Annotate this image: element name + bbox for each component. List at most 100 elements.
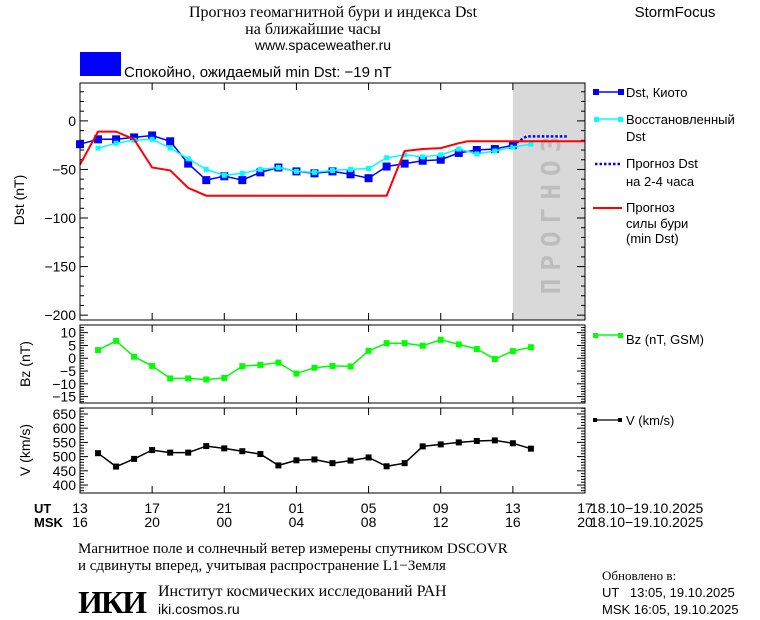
- data-point: [184, 159, 193, 168]
- data-point: [364, 174, 373, 183]
- series-line-3: [79, 130, 585, 197]
- legend: Dst, Киото Восстановленный Dst Прогноз D…: [593, 85, 735, 428]
- chart-title: Прогноз геомагнитной бури и индекса Dst: [189, 4, 478, 21]
- data-point: [419, 342, 426, 349]
- legend-label: силы бури: [626, 216, 688, 231]
- data-point: [113, 337, 120, 344]
- data-point: [436, 155, 445, 164]
- data-point: [454, 148, 463, 157]
- data-point: [330, 167, 335, 173]
- data-point: [455, 341, 462, 348]
- data-point: [221, 445, 228, 452]
- legend-restored-dst: Восстановленный Dst: [594, 112, 735, 144]
- institute-url[interactable]: iki.cosmos.ru: [158, 601, 240, 617]
- data-point: [202, 176, 211, 185]
- data-point: [402, 152, 408, 158]
- msk-date-range: 18.10−19.10.2025: [590, 514, 703, 530]
- legend-label: Прогноз Dst: [626, 156, 698, 171]
- msk-tick-label: 12: [433, 514, 449, 530]
- legend-v: V (km/s): [593, 413, 674, 428]
- y-tick-label: 550: [53, 434, 77, 450]
- y-tick-label: −15: [52, 389, 76, 405]
- data-point: [383, 463, 390, 470]
- msk-tick-label: 16: [72, 514, 88, 530]
- data-point: [149, 447, 156, 454]
- data-point: [472, 146, 481, 155]
- site-url[interactable]: www.spaceweather.ru: [254, 37, 391, 53]
- data-point: [257, 451, 264, 458]
- data-point: [329, 362, 336, 369]
- legend-dst-forecast: Прогноз Dst на 2-4 часа: [595, 156, 698, 189]
- data-point: [239, 170, 245, 176]
- legend-label: Прогноз: [626, 200, 675, 215]
- data-point: [311, 456, 318, 463]
- data-point: [383, 340, 390, 347]
- data-point: [149, 136, 155, 142]
- legend-label: Восстановленный: [626, 112, 735, 127]
- ut-tick-label: 13: [505, 500, 521, 516]
- footer-note-1: Магнитное поле и солнечный ветер измерен…: [78, 541, 508, 557]
- y-tick-label: 450: [53, 463, 77, 479]
- data-point: [401, 340, 408, 347]
- y-tick-label: −50: [52, 161, 76, 177]
- data-point: [167, 449, 174, 456]
- data-point: [366, 165, 372, 171]
- plot-frame: [79, 407, 586, 494]
- forecast-zone: [512, 83, 585, 320]
- plot-frame: [79, 324, 586, 404]
- msk-tick-label: 04: [289, 514, 305, 530]
- data-point: [400, 159, 409, 168]
- y-tick-label: 500: [53, 449, 77, 465]
- ut-tick-label: 13: [72, 500, 88, 516]
- data-point: [527, 344, 534, 351]
- data-point: [113, 463, 120, 470]
- ut-tick-label: 17: [144, 500, 160, 516]
- data-point: [275, 165, 281, 171]
- data-point: [437, 336, 444, 343]
- data-point: [384, 155, 390, 161]
- ut-tick-label: 17: [577, 500, 593, 516]
- data-point: [148, 131, 157, 140]
- data-point: [419, 443, 426, 450]
- legend-storm-forecast: Прогноз силы бури (min Dst): [593, 200, 688, 246]
- brand-label: StormFocus: [635, 4, 716, 21]
- data-point: [456, 146, 462, 152]
- data-point: [420, 154, 426, 160]
- chart-subtitle: на ближайшие часы: [245, 21, 381, 38]
- data-point: [311, 169, 317, 175]
- data-point: [275, 462, 282, 469]
- data-point: [365, 454, 372, 461]
- data-point: [473, 346, 480, 353]
- y-tick-label: 400: [53, 477, 77, 493]
- data-point: [491, 437, 498, 444]
- data-point: [510, 144, 516, 150]
- series-line-0: [97, 339, 532, 381]
- data-point: [528, 141, 534, 147]
- data-point: [131, 455, 138, 462]
- data-point: [473, 437, 480, 444]
- y-tick-label: 5: [68, 337, 76, 353]
- ut-tick-label: 09: [433, 500, 449, 516]
- legend-label: Dst, Киото: [626, 85, 688, 100]
- data-point: [382, 162, 391, 171]
- status-text: Спокойно, ожидаемый min Dst: −19 nT: [124, 64, 392, 81]
- data-point: [185, 156, 191, 162]
- msk-tick-label: 08: [361, 514, 377, 530]
- dst-axis-label: Dst (nT): [11, 175, 27, 226]
- data-point: [94, 135, 103, 144]
- y-tick-label: −150: [44, 259, 76, 275]
- y-tick-label: 600: [53, 420, 77, 436]
- msk-tick-label: 00: [216, 514, 232, 530]
- data-point: [329, 460, 336, 467]
- ut-date-range: 18.10−19.10.2025: [590, 500, 703, 516]
- msk-label: MSK: [34, 515, 64, 530]
- data-point: [149, 362, 156, 369]
- data-point: [348, 166, 354, 172]
- legend-label: Bz (nT, GSM): [626, 332, 704, 347]
- data-point: [293, 370, 300, 377]
- msk-tick-label: 20: [577, 514, 593, 530]
- plot-frame: [79, 82, 586, 321]
- data-point: [130, 133, 139, 142]
